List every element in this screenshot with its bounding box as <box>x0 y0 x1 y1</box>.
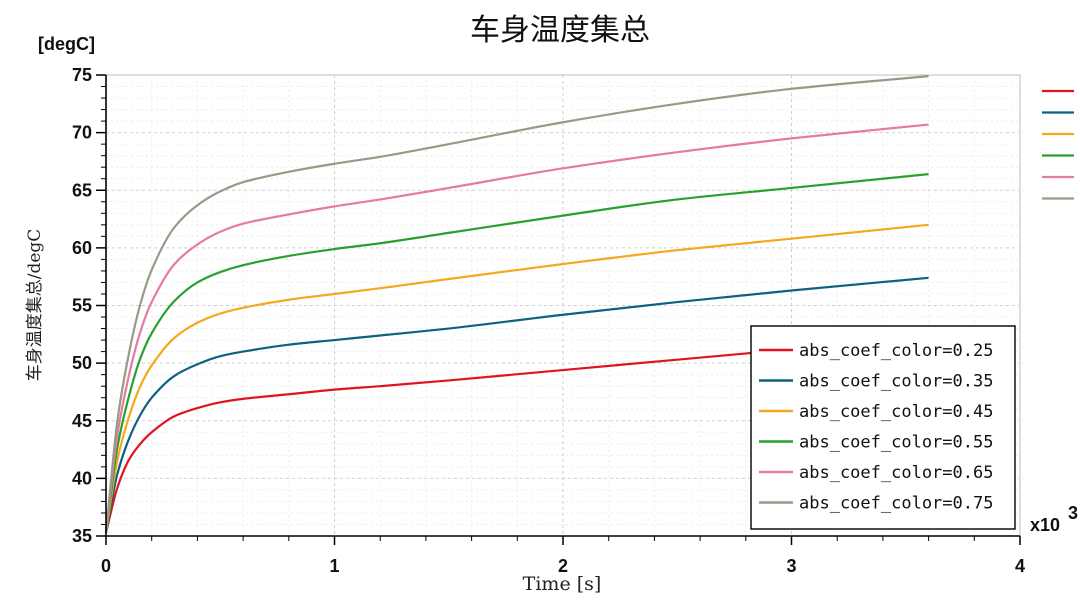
x-multiplier-exponent: 3 <box>1068 503 1078 523</box>
legend-item[interactable]: abs_coef_color=0.65 <box>759 463 993 483</box>
x-tick-label: 0 <box>101 556 111 576</box>
x-tick-label: 4 <box>1015 556 1025 576</box>
legend[interactable]: abs_coef_color=0.25 abs_coef_color=0.35ab… <box>750 325 1016 530</box>
series-line-2 <box>104 276 929 533</box>
legend-item[interactable]: abs_coef_color=0.25 <box>759 341 993 361</box>
x-multiplier-label: x10 <box>1030 515 1060 535</box>
series-line-3 <box>104 223 929 533</box>
y-tick-label: 40 <box>72 468 92 488</box>
y-tick-label: 70 <box>72 123 92 143</box>
x-tick-label: 2 <box>558 556 568 576</box>
series-line-1 <box>104 335 929 533</box>
y-unit-label: [degC] <box>38 34 95 54</box>
x-tick-label: 3 <box>786 556 796 576</box>
legend-label: abs_coef_color=0.45 <box>799 402 993 422</box>
legend-item[interactable]: abs_coef_color=0.55 <box>759 433 993 453</box>
legend-label: abs_coef_color=0.35 <box>799 372 993 392</box>
y-tick-label: 50 <box>72 353 92 373</box>
series-line-5 <box>104 123 929 533</box>
series-lines <box>104 75 929 533</box>
legend-item[interactable]: abs_coef_color=0.75 <box>759 494 993 514</box>
y-tick-label: 45 <box>72 411 92 431</box>
x-axis-label: Time [s] <box>523 573 602 595</box>
chart-title: 车身温度集总 <box>470 13 650 48</box>
y-tick-label: 65 <box>72 180 92 200</box>
legend-item[interactable]: abs_coef_color=0.45 <box>759 402 993 422</box>
y-tick-label: 55 <box>72 296 92 316</box>
top-right-legend-strip <box>1042 89 1074 200</box>
axes: 35 40 45 50 55 60 65 70 75 0 1 2 3 4 <box>72 65 1025 576</box>
y-tick-label: 35 <box>72 526 92 546</box>
legend-label: abs_coef_color=0.55 <box>799 433 993 453</box>
series-line-4 <box>104 173 929 533</box>
legend-item[interactable]: abs_coef_color=0.35 <box>759 372 993 392</box>
series-line-6 <box>104 75 929 533</box>
legend-label: abs_coef_color=0.65 <box>799 463 993 483</box>
legend-box <box>750 325 1016 530</box>
legend-label: abs_coef_color=0.25 <box>799 341 993 361</box>
x-tick-label: 1 <box>329 556 339 576</box>
y-tick-label: 75 <box>72 65 92 85</box>
x-multiplier: x10 3 <box>1030 503 1078 535</box>
y-axis-label: 车身温度集总/degC <box>25 229 45 382</box>
y-tick-label: 60 <box>72 238 92 258</box>
legend-label: abs_coef_color=0.75 <box>799 494 993 514</box>
